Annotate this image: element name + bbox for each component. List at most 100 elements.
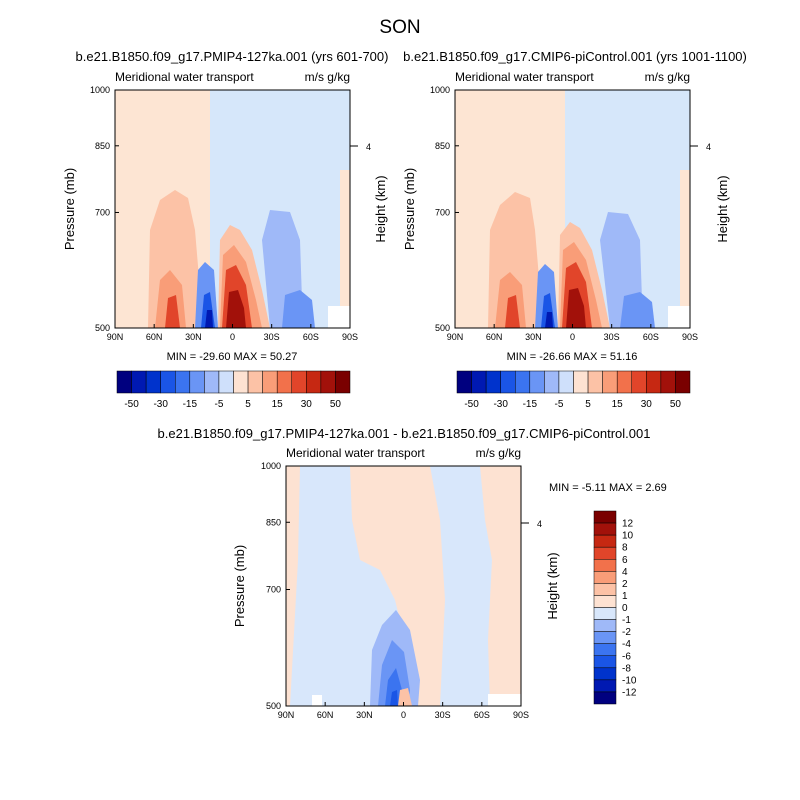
- colorbar-swatch: [593, 643, 617, 656]
- colorbar-label: -2: [622, 627, 631, 638]
- y-tick-label: 850: [266, 517, 281, 527]
- colorbar-swatch: [593, 559, 617, 572]
- colorbar-label: -6: [622, 651, 631, 662]
- colorbar-swatch: [544, 370, 560, 394]
- panel-1-colorbar: -50 -30 -15 -5 5 15 30 50: [116, 370, 351, 410]
- panel-1-stats: MIN = -29.60 MAX = 50.27: [167, 351, 298, 363]
- panel-2-right-label: m/s g/kg: [645, 70, 690, 84]
- x-tick-label: 0: [570, 332, 575, 342]
- colorbar-label: -5: [554, 399, 563, 410]
- y-tick-label: 500: [435, 323, 450, 333]
- colorbar-swatch: [593, 546, 617, 560]
- colorbar-swatch: [175, 370, 191, 394]
- colorbar-label: -4: [622, 639, 631, 650]
- colorbar-swatch: [593, 595, 617, 608]
- colorbar-label: 50: [330, 399, 342, 410]
- colorbar-swatch: [593, 619, 617, 632]
- colorbar-swatch: [204, 370, 220, 394]
- colorbar-label: 8: [622, 543, 628, 554]
- colorbar-label: -30: [493, 399, 508, 410]
- colorbar-swatch: [262, 370, 278, 394]
- colorbar-label: 5: [245, 399, 251, 410]
- colorbar-label: -30: [153, 399, 168, 410]
- panel-3-negative-core-4: [390, 690, 398, 706]
- colorbar-swatch: [593, 583, 617, 596]
- colorbar-swatch: [456, 370, 472, 394]
- colorbar-swatch: [131, 370, 147, 394]
- colorbar-label: 12: [622, 519, 634, 530]
- panel-2-y-ticks: 500 700 850 1000: [430, 85, 459, 333]
- colorbar-swatch: [616, 370, 632, 394]
- panel-2-x-ticks: 90N 60N 30N 0 30S 60S 90S: [447, 324, 698, 342]
- panel-1: b.e21.B1850.f09_g17.PMIP4-127ka.001 (yrs…: [62, 49, 388, 410]
- colorbar-swatch: [515, 370, 531, 394]
- panel-2-colorbar: -50 -30 -15 -5 5 15 30 50: [456, 370, 691, 410]
- colorbar-label: 15: [612, 399, 624, 410]
- panel-2-y2-tick-label: 4: [706, 142, 711, 152]
- panel-2: b.e21.B1850.f09_g17.CMIP6-piControl.001 …: [402, 49, 747, 410]
- panel-3-positive-region-3: [286, 466, 300, 706]
- panel-2-title: b.e21.B1850.f09_g17.CMIP6-piControl.001 …: [403, 49, 747, 64]
- colorbar-label: 10: [622, 531, 634, 542]
- colorbar-label: 1: [622, 591, 628, 602]
- panel-2-positive-band-nh-peak: [505, 295, 520, 328]
- colorbar-label: -12: [622, 687, 637, 698]
- colorbar-swatch: [593, 667, 617, 681]
- panel-3: b.e21.B1850.f09_g17.PMIP4-127ka.001 - b.…: [158, 426, 667, 720]
- panel-2-positive-sh-strip: [680, 170, 690, 328]
- colorbar-swatch: [335, 370, 351, 394]
- figure-title: SON: [379, 17, 420, 38]
- panel-1-ylabel: Pressure (mb): [62, 168, 77, 250]
- colorbar-label: -5: [214, 399, 223, 410]
- panel-2-y2label: Height (km): [715, 175, 730, 242]
- y-tick-label: 500: [95, 323, 110, 333]
- colorbar-swatch: [593, 522, 617, 536]
- panel-1-right-label: m/s g/kg: [305, 70, 350, 84]
- colorbar-swatch: [587, 370, 603, 394]
- colorbar-swatch: [500, 370, 516, 394]
- y-tick-label: 1000: [261, 461, 281, 471]
- colorbar-swatch: [145, 370, 161, 394]
- colorbar-label: -50: [464, 399, 479, 410]
- colorbar-swatch: [291, 370, 307, 394]
- colorbar-swatch: [593, 607, 617, 620]
- x-tick-label: 30S: [435, 710, 451, 720]
- panel-3-y-ticks: 500 700 850 1000: [261, 461, 290, 711]
- colorbar-label: 5: [585, 399, 591, 410]
- x-tick-label: 90N: [107, 332, 124, 342]
- colorbar-label: -1: [622, 615, 631, 626]
- x-tick-label: 60S: [303, 332, 319, 342]
- panel-1-negative-sh-core: [282, 290, 315, 328]
- y-tick-label: 500: [266, 701, 281, 711]
- panel-1-y2label: Height (km): [373, 175, 388, 242]
- colorbar-swatch: [593, 534, 617, 548]
- panel-2-left-label: Meridional water transport: [455, 70, 594, 84]
- colorbar-swatch: [675, 370, 691, 394]
- panel-2-stats: MIN = -26.66 MAX = 51.16: [507, 351, 638, 363]
- x-tick-label: 30S: [264, 332, 280, 342]
- colorbar-swatch: [306, 370, 322, 394]
- panel-3-field: [286, 466, 521, 706]
- panel-1-positive-sh-strip: [340, 170, 350, 328]
- panel-2-field: [455, 90, 690, 328]
- panel-3-y2label: Height (km): [545, 552, 560, 619]
- panel-1-negative-nh-peak: [205, 310, 213, 328]
- x-tick-label: 60N: [146, 332, 163, 342]
- colorbar-swatch: [646, 370, 662, 394]
- colorbar-swatch: [218, 370, 234, 394]
- panel-2-negative-nh-peak: [545, 312, 553, 328]
- panel-1-blank: [328, 306, 350, 328]
- panel-3-left-label: Meridional water transport: [286, 446, 425, 460]
- panel-2-ylabel: Pressure (mb): [402, 168, 417, 250]
- y-tick-label: 1000: [90, 85, 110, 95]
- panel-3-blank-nh: [312, 695, 322, 706]
- panel-2-negative-sh-core: [620, 292, 655, 328]
- x-tick-label: 0: [230, 332, 235, 342]
- colorbar-swatch: [471, 370, 487, 394]
- panel-1-x-ticks: 90N 60N 30N 0 30S 60S 90S: [107, 324, 358, 342]
- panel-3-stats: MIN = -5.11 MAX = 2.69: [549, 482, 667, 494]
- panel-1-title: b.e21.B1850.f09_g17.PMIP4-127ka.001 (yrs…: [76, 49, 389, 64]
- x-tick-label: 60S: [474, 710, 490, 720]
